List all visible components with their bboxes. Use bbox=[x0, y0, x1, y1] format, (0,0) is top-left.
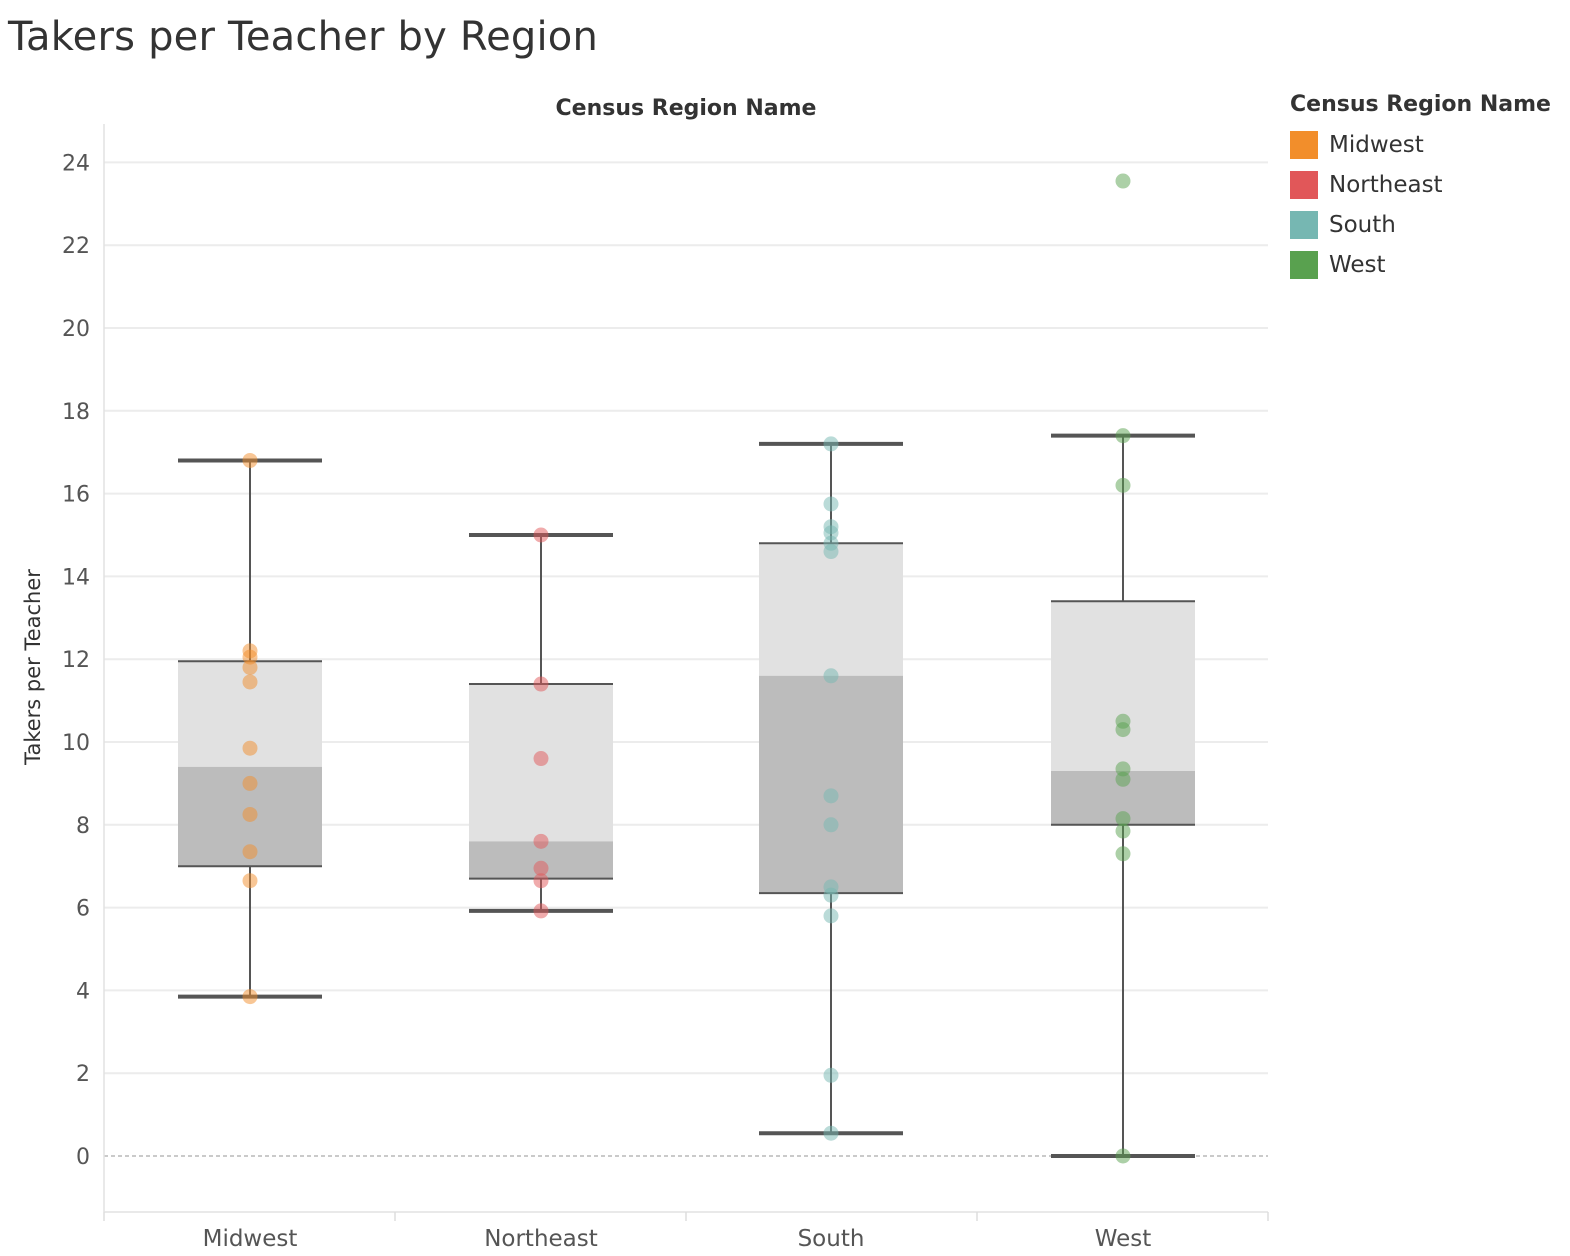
point-midwest bbox=[242, 989, 258, 1005]
point-south bbox=[823, 817, 839, 833]
column-header: Census Region Name bbox=[556, 96, 817, 121]
x-tick-label-midwest: Midwest bbox=[203, 1226, 298, 1252]
point-west bbox=[1115, 173, 1131, 189]
y-tick-label: 4 bbox=[76, 979, 90, 1004]
legend-title: Census Region Name bbox=[1290, 92, 1551, 117]
boxes bbox=[178, 543, 1195, 894]
point-south bbox=[823, 525, 839, 541]
x-tick-label-south: South bbox=[798, 1226, 865, 1252]
y-tick-label: 2 bbox=[76, 1062, 90, 1087]
point-south bbox=[823, 496, 839, 512]
legend-swatch bbox=[1290, 251, 1318, 279]
legend-item-south[interactable]: South bbox=[1290, 205, 1551, 245]
legend-item-northeast[interactable]: Northeast bbox=[1290, 165, 1551, 205]
x-tick-label-west: West bbox=[1095, 1226, 1152, 1252]
whiskers bbox=[178, 433, 1195, 1158]
y-tick-label: 12 bbox=[62, 648, 90, 673]
y-tick-label: 16 bbox=[62, 483, 90, 508]
data-points bbox=[242, 173, 1131, 1164]
point-south bbox=[823, 668, 839, 684]
legend-swatch bbox=[1290, 211, 1318, 239]
point-south bbox=[823, 887, 839, 903]
box-upper-west bbox=[1051, 601, 1195, 771]
y-tick-label: 14 bbox=[62, 565, 90, 590]
legend-swatch bbox=[1290, 171, 1318, 199]
y-tick-label: 0 bbox=[76, 1145, 90, 1170]
point-west bbox=[1115, 846, 1131, 862]
y-tick-label: 24 bbox=[62, 151, 90, 176]
point-west bbox=[1115, 1148, 1131, 1164]
point-northeast bbox=[533, 873, 549, 889]
point-northeast bbox=[533, 751, 549, 767]
point-south bbox=[823, 1125, 839, 1141]
point-northeast bbox=[533, 527, 549, 543]
point-northeast bbox=[533, 903, 549, 919]
legend-item-midwest[interactable]: Midwest bbox=[1290, 125, 1551, 165]
legend-swatch bbox=[1290, 131, 1318, 159]
point-midwest bbox=[242, 452, 258, 468]
point-south bbox=[823, 788, 839, 804]
point-west bbox=[1115, 823, 1131, 839]
legend-label: West bbox=[1329, 252, 1386, 278]
point-northeast bbox=[533, 676, 549, 692]
point-west bbox=[1115, 771, 1131, 787]
point-midwest bbox=[242, 649, 258, 665]
y-tick-label: 22 bbox=[62, 234, 90, 259]
point-south bbox=[823, 544, 839, 560]
point-south bbox=[823, 1067, 839, 1083]
legend-label: Midwest bbox=[1329, 132, 1424, 158]
legend-label: Northeast bbox=[1329, 172, 1443, 198]
point-northeast bbox=[533, 833, 549, 849]
point-midwest bbox=[242, 659, 258, 675]
legend: Census Region Name Midwest Northeast South… bbox=[1290, 92, 1551, 285]
point-west bbox=[1115, 811, 1131, 827]
y-tick-label: 8 bbox=[76, 814, 90, 839]
y-axis-label: Takers per Teacher bbox=[21, 569, 45, 766]
y-tick-label: 10 bbox=[62, 731, 90, 756]
box-lower-south bbox=[759, 675, 903, 894]
point-midwest bbox=[242, 775, 258, 791]
point-midwest bbox=[242, 844, 258, 860]
point-west bbox=[1115, 722, 1131, 738]
point-south bbox=[823, 908, 839, 924]
box-upper-south bbox=[759, 543, 903, 676]
point-west bbox=[1115, 428, 1131, 444]
y-tick-label: 6 bbox=[76, 897, 90, 922]
legend-items: Midwest Northeast South West bbox=[1290, 125, 1551, 285]
point-south bbox=[823, 436, 839, 452]
point-midwest bbox=[242, 674, 258, 690]
y-tick-label: 18 bbox=[62, 400, 90, 425]
y-tick-label: 20 bbox=[62, 317, 90, 342]
legend-item-west[interactable]: West bbox=[1290, 245, 1551, 285]
point-midwest bbox=[242, 740, 258, 756]
point-west bbox=[1115, 477, 1131, 493]
x-axis: Midwest Northeast South West bbox=[103, 1211, 1269, 1252]
point-northeast bbox=[533, 860, 549, 876]
point-midwest bbox=[242, 873, 258, 889]
page-title: Takers per Teacher by Region bbox=[8, 14, 599, 60]
point-west bbox=[1115, 761, 1131, 777]
legend-label: South bbox=[1329, 212, 1396, 238]
point-midwest bbox=[242, 806, 258, 822]
x-tick-label-northeast: Northeast bbox=[484, 1226, 598, 1252]
